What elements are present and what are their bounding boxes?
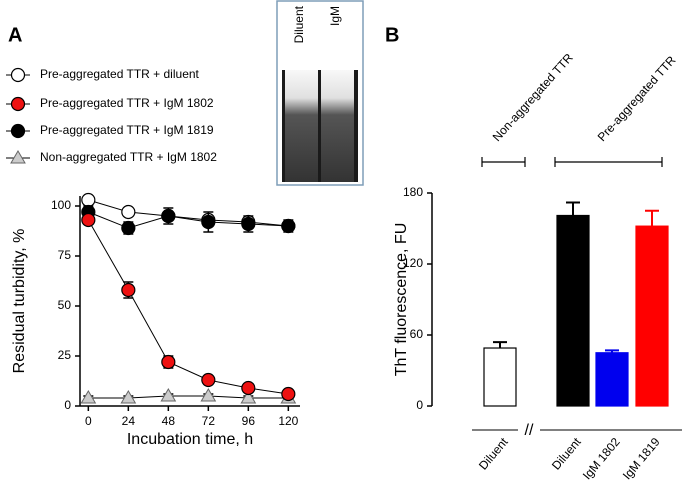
error-bar [493, 341, 507, 349]
axis-break: // [525, 422, 534, 439]
y-tick-label: 75 [58, 248, 72, 262]
x-tick-label: IgM 1802 [580, 435, 623, 483]
gel-inset [276, 0, 364, 186]
x-tick-label: IgM 1819 [620, 435, 663, 483]
data-point [81, 192, 96, 208]
y-tick-label: 60 [410, 327, 424, 341]
error-bar [645, 209, 659, 227]
data-point [81, 212, 96, 228]
x-tick-label: Diluent [549, 434, 584, 472]
y-axis-label: Residual turbidity, % [11, 229, 28, 374]
data-point [160, 388, 177, 402]
panel-label: B [385, 24, 399, 46]
group-label: Non-aggregated TTR [490, 50, 576, 144]
y-axis-label: ThT fluorescence, FU [393, 223, 410, 377]
inset-label: Diluent [292, 5, 306, 43]
y-tick-label: 0 [64, 398, 71, 412]
data-line [88, 199, 289, 227]
error-bar [566, 201, 580, 216]
data-line [88, 211, 289, 229]
x-tick-label: Diluent [476, 434, 511, 472]
data-point [240, 390, 257, 404]
data-line [87, 219, 289, 395]
x-tick-label: 24 [122, 414, 136, 428]
y-tick-label: 0 [416, 398, 423, 412]
x-axis-label: Incubation time, h [127, 431, 253, 448]
y-tick-label: 180 [403, 185, 423, 199]
data-point [241, 380, 256, 396]
bar [556, 214, 590, 407]
data-point [281, 386, 296, 402]
y-tick-label: 25 [58, 348, 72, 362]
legend-marker [10, 96, 26, 112]
x-tick-label: 72 [202, 414, 216, 428]
legend-marker [10, 123, 26, 139]
data-point [201, 372, 216, 388]
data-point [121, 220, 136, 236]
bar [483, 347, 517, 407]
legend-marker [10, 150, 26, 164]
legend-label: Pre-aggregated TTR + IgM 1802 [40, 96, 214, 110]
data-point [201, 214, 216, 230]
legend-label: Pre-aggregated TTR + IgM 1819 [40, 123, 214, 137]
y-tick-label: 100 [51, 198, 71, 212]
data-point [121, 204, 136, 220]
data-point [161, 208, 176, 224]
group-label: Pre-aggregated TTR [595, 53, 679, 144]
data-point [120, 390, 137, 404]
group-bracket [554, 157, 663, 167]
data-point [281, 218, 296, 234]
y-tick-label: 120 [403, 256, 423, 270]
x-tick-label: 48 [162, 414, 176, 428]
bar [595, 352, 629, 407]
x-tick-label: 120 [278, 414, 298, 428]
legend-marker [10, 67, 26, 83]
legend-label: Non-aggregated TTR + IgM 1802 [40, 150, 217, 164]
data-point [200, 388, 217, 402]
data-point [241, 216, 256, 232]
legend-label: Pre-aggregated TTR + diluent [40, 67, 200, 81]
data-line [88, 395, 289, 399]
bar [635, 225, 669, 407]
x-tick-label: 0 [85, 414, 92, 428]
inset-label: IgM [328, 6, 342, 26]
data-point [121, 282, 136, 298]
panel-label: A [8, 24, 22, 46]
data-point [161, 354, 176, 370]
group-bracket [481, 157, 526, 167]
y-tick-label: 50 [58, 298, 72, 312]
x-tick-label: 96 [242, 414, 256, 428]
data-point [80, 390, 97, 404]
